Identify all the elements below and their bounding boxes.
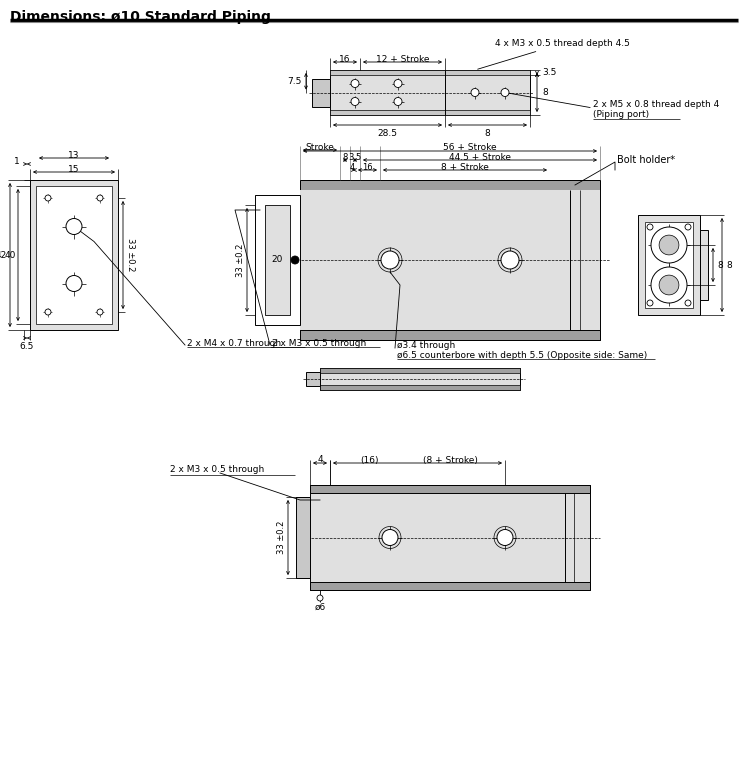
Bar (300, 190, 600, 330)
Text: (Piping port): (Piping port) (593, 110, 649, 119)
Circle shape (351, 80, 359, 87)
Text: 2 x M3 x 0.5 through: 2 x M3 x 0.5 through (272, 338, 367, 347)
Bar (330, 70, 530, 75)
Circle shape (501, 251, 519, 269)
Circle shape (471, 88, 479, 97)
Circle shape (66, 219, 82, 235)
Text: 3.5: 3.5 (349, 153, 361, 162)
Text: 4: 4 (317, 455, 323, 464)
Text: Stroke: Stroke (306, 143, 334, 151)
Text: 33 ±0.2: 33 ±0.2 (278, 521, 286, 554)
Text: Bolt holder*: Bolt holder* (617, 155, 675, 165)
Text: ø6: ø6 (314, 603, 325, 612)
Text: Dimensions: ø10 Standard Piping: Dimensions: ø10 Standard Piping (10, 10, 271, 24)
Circle shape (97, 309, 103, 315)
Bar (255, 195, 300, 325)
Circle shape (381, 251, 399, 269)
Text: 2 x M5 x 0.8 thread depth 4: 2 x M5 x 0.8 thread depth 4 (593, 100, 720, 109)
Text: 7.5: 7.5 (288, 77, 302, 86)
Circle shape (497, 530, 513, 546)
Text: 33 ±0.2: 33 ±0.2 (236, 243, 245, 277)
Bar (645, 222, 693, 308)
Bar (30, 180, 118, 330)
Bar (700, 230, 708, 300)
Bar (300, 180, 600, 340)
Circle shape (394, 80, 402, 87)
Circle shape (651, 267, 687, 303)
Text: 2 x M3 x 0.5 through: 2 x M3 x 0.5 through (170, 465, 264, 474)
Circle shape (659, 235, 679, 255)
Circle shape (501, 88, 509, 97)
Text: 44.5 + Stroke: 44.5 + Stroke (449, 153, 511, 162)
Text: 16: 16 (362, 163, 373, 172)
Text: (16): (16) (361, 455, 379, 464)
Text: 12 + Stroke: 12 + Stroke (375, 55, 429, 64)
Circle shape (647, 300, 653, 306)
Text: 8 + Stroke: 8 + Stroke (441, 163, 489, 172)
Circle shape (647, 224, 653, 230)
Bar (320, 368, 520, 390)
Circle shape (97, 195, 103, 201)
Bar (310, 582, 590, 590)
Text: 16: 16 (340, 55, 351, 64)
Bar (36, 186, 112, 324)
Circle shape (351, 97, 359, 106)
Circle shape (659, 275, 679, 295)
Text: 20: 20 (272, 255, 283, 264)
Bar (310, 485, 590, 493)
Text: 2 x M4 x 0.7 through: 2 x M4 x 0.7 through (187, 338, 281, 347)
Bar (306, 372, 320, 386)
Text: 8: 8 (542, 88, 548, 97)
Circle shape (317, 595, 323, 601)
Bar (330, 70, 530, 115)
Bar (638, 215, 700, 315)
Text: 28.5: 28.5 (378, 129, 397, 138)
Circle shape (382, 530, 398, 546)
Text: 56 + Stroke: 56 + Stroke (443, 144, 497, 153)
Text: (8 + Stroke): (8 + Stroke) (423, 455, 477, 464)
Text: 3.5: 3.5 (542, 68, 557, 77)
Bar (300, 180, 600, 190)
Bar (310, 485, 590, 590)
Text: 40: 40 (4, 251, 16, 259)
Text: 8: 8 (717, 261, 723, 270)
Bar (320, 385, 520, 390)
Circle shape (66, 276, 82, 292)
Text: 4: 4 (349, 163, 355, 172)
Text: 8: 8 (343, 153, 348, 162)
Text: 42: 42 (0, 251, 7, 259)
Text: 4 x M3 x 0.5 thread depth 4.5: 4 x M3 x 0.5 thread depth 4.5 (478, 39, 630, 69)
Circle shape (685, 300, 691, 306)
Circle shape (45, 309, 51, 315)
Bar (330, 110, 530, 115)
Circle shape (45, 195, 51, 201)
Bar (300, 330, 600, 340)
Bar (296, 497, 310, 578)
Circle shape (651, 227, 687, 263)
Circle shape (685, 224, 691, 230)
Text: 15: 15 (68, 164, 80, 173)
Text: ø6.5 counterbore with depth 5.5 (Opposite side: Same): ø6.5 counterbore with depth 5.5 (Opposit… (397, 350, 647, 359)
Text: 6.5: 6.5 (19, 342, 34, 351)
Bar (320, 368, 520, 373)
Bar (312, 78, 330, 106)
Text: 13: 13 (68, 150, 80, 160)
Text: 33 ±0.2: 33 ±0.2 (126, 239, 135, 271)
Text: 8: 8 (726, 261, 732, 270)
Text: ø3.4 through: ø3.4 through (397, 340, 456, 350)
Bar (265, 205, 290, 315)
Text: 8: 8 (485, 129, 491, 138)
Circle shape (291, 256, 299, 264)
Text: 1: 1 (14, 157, 20, 166)
Circle shape (394, 97, 402, 106)
